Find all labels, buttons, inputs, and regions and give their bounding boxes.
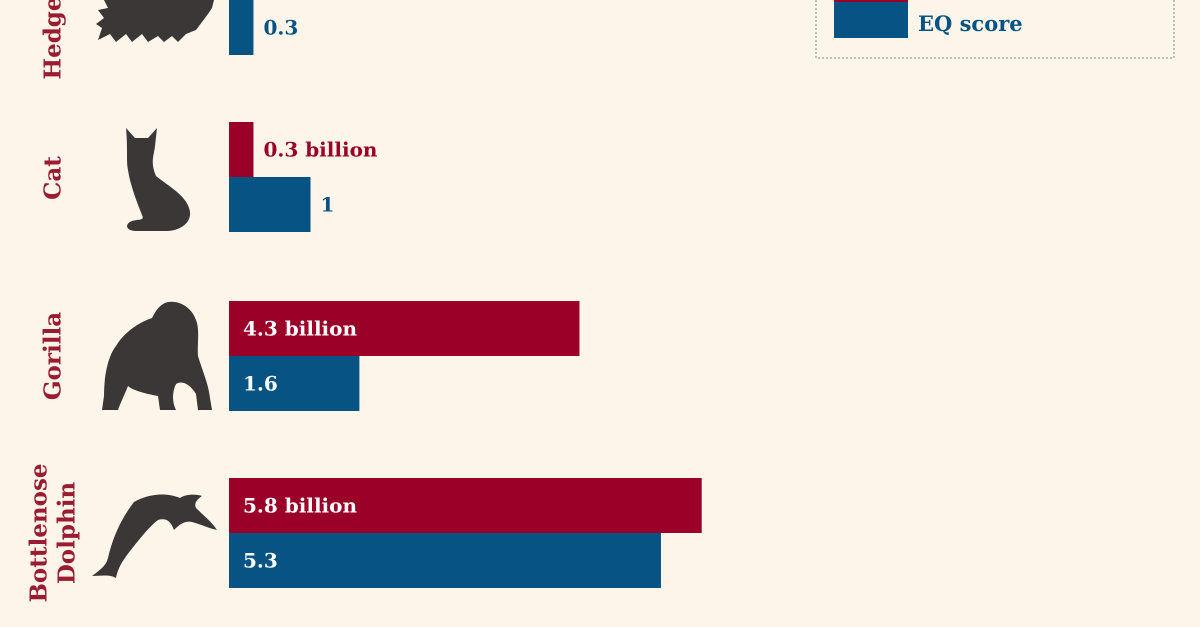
- bar-red-2: [229, 301, 580, 356]
- category-label-3-1: Dolphin: [54, 482, 81, 585]
- bar-label-eq-1: 1: [321, 193, 335, 217]
- bar-label-red-2: 4.3 billion: [243, 317, 357, 341]
- bar-label-eq-0: 0.3: [263, 16, 298, 40]
- bar-red-1: [229, 122, 254, 177]
- bar-eq-1: [229, 177, 311, 232]
- bar-label-eq-3: 5.3: [243, 549, 278, 573]
- bar-label-eq-2: 1.6: [243, 372, 278, 396]
- legend-label-eq: EQ score: [918, 11, 1023, 36]
- category-label-1-0: Cat: [40, 156, 67, 200]
- bar-eq-0: [229, 0, 254, 55]
- bar-red-3: [229, 478, 702, 533]
- hedgehog-icon: [96, 0, 214, 42]
- bar-label-red-3: 5.8 billion: [243, 494, 357, 518]
- gorilla-icon: [102, 301, 212, 410]
- category-label-3-0: Bottlenose: [26, 463, 53, 602]
- legend: EQ score: [815, 0, 1175, 59]
- category-label-2-0: Gorilla: [40, 312, 67, 400]
- dolphin-icon: [92, 494, 217, 578]
- bar-label-red-1: 0.3 billion: [263, 138, 377, 162]
- legend-swatch-red: [834, 0, 908, 2]
- cat-icon: [126, 128, 191, 231]
- legend-swatch-eq: [834, 2, 908, 38]
- category-label-0-0: Hedgehog: [40, 0, 67, 80]
- legend-box: [815, 0, 1175, 59]
- bar-eq-3: [229, 533, 661, 588]
- bar-eq-2: [229, 356, 360, 411]
- chart-layer: 0.3 billion 4.3 billion 5.8 billion 0.3 1 1.6…: [26, 0, 702, 603]
